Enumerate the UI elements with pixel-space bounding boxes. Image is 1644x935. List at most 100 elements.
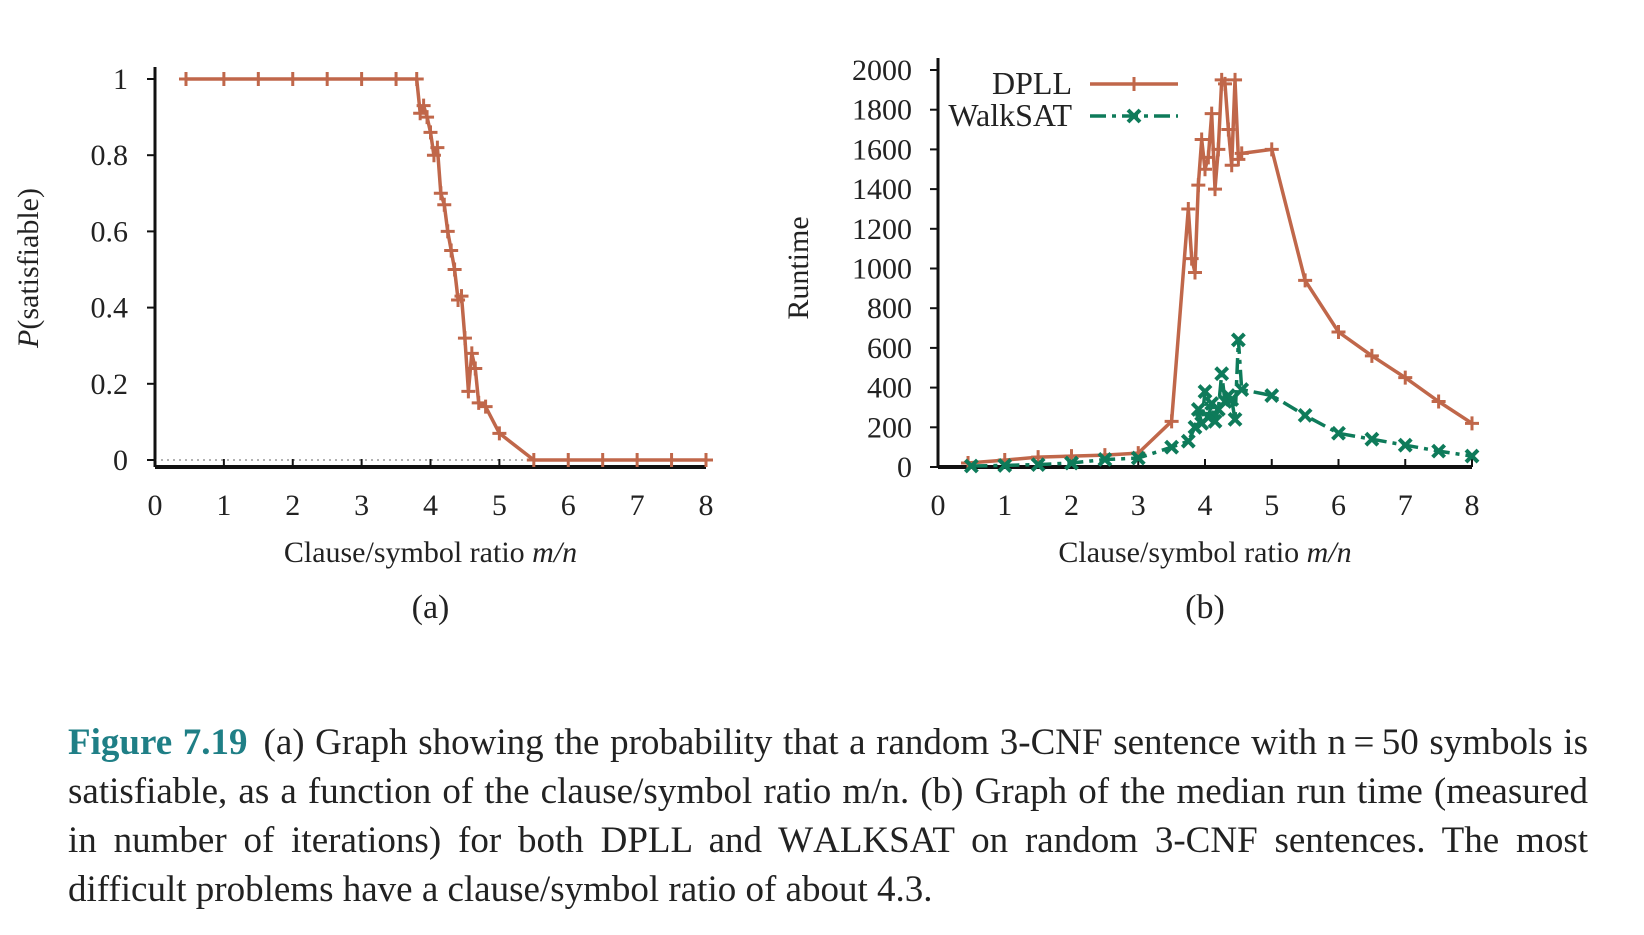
y-tick-label: 0.4	[91, 292, 129, 325]
data-point	[1364, 431, 1380, 447]
legend-label: WalkSAT	[948, 97, 1072, 133]
data-point	[440, 224, 455, 239]
y-tick-label: 1400	[852, 173, 912, 206]
y-tick-label: 1000	[852, 253, 912, 286]
data-point	[1297, 407, 1313, 423]
data-point	[409, 72, 424, 86]
data-point	[1364, 348, 1379, 363]
y-tick-label: 1	[113, 63, 128, 96]
data-point	[1187, 265, 1202, 280]
caption-walksat-sat: SAT	[889, 820, 955, 861]
data-point	[285, 72, 300, 86]
data-point	[420, 110, 435, 125]
figure-caption: Figure 7.19 (a) Graph showing the probabi…	[68, 718, 1588, 914]
data-point	[664, 453, 679, 467]
x-tick-label: 3	[354, 489, 369, 522]
data-point	[447, 262, 462, 277]
data-point	[1201, 150, 1216, 165]
y-tick-label: 800	[867, 292, 912, 325]
x-tick-label: 2	[1064, 489, 1079, 522]
data-point	[1208, 182, 1223, 197]
x-tick-label: 6	[1331, 489, 1346, 522]
series-line	[971, 338, 1473, 468]
data-point	[1126, 108, 1142, 124]
series-walksat	[963, 332, 1480, 474]
x-axis-label: Clause/symbol ratio m/n	[284, 536, 577, 569]
y-tick-label: 0	[897, 451, 912, 484]
data-point	[1397, 437, 1413, 453]
y-axis-label: P(satisfiable)	[12, 188, 45, 349]
data-point	[423, 125, 438, 140]
data-point	[1127, 77, 1141, 91]
data-point	[1464, 448, 1480, 464]
data-point	[1214, 366, 1230, 382]
chart-b-runtime: 0 200 400 600 800 1000 1200 1400 1600 1800 2000 0 1 2…	[782, 54, 1480, 626]
data-point	[1064, 455, 1079, 471]
x-tick-label: 5	[1264, 489, 1279, 522]
data-point	[454, 289, 469, 304]
series-p-satisfiable	[178, 72, 713, 467]
y-tick-label: 400	[867, 372, 912, 405]
data-point	[699, 453, 713, 467]
data-point	[1465, 416, 1479, 431]
data-point	[1230, 332, 1246, 348]
y-axis-label: Runtime	[782, 216, 815, 319]
data-point	[1194, 132, 1209, 147]
data-point	[320, 72, 335, 86]
data-point	[1181, 201, 1196, 216]
x-tick-label: 7	[1398, 489, 1413, 522]
data-point	[1234, 382, 1250, 397]
x-tick-label: 1	[216, 489, 231, 522]
y-tick-label: 0.2	[91, 368, 129, 401]
figure-label: Figure 7.19	[68, 722, 248, 763]
data-point	[630, 453, 645, 467]
x-tick-label: 4	[423, 489, 438, 522]
data-point	[1030, 457, 1046, 473]
x-axis-label: Clause/symbol ratio m/n	[1058, 536, 1351, 569]
data-point	[430, 140, 445, 155]
x-tick-label: 3	[1131, 489, 1146, 522]
x-tick-label: 0	[931, 489, 946, 522]
caption-walksat-alk: ALK	[813, 820, 890, 861]
data-point	[526, 453, 541, 467]
data-point	[1191, 178, 1206, 193]
data-point	[1211, 142, 1226, 157]
data-point	[492, 426, 507, 441]
data-point	[1198, 162, 1212, 177]
x-tick-label: 8	[699, 489, 714, 522]
caption-text-2: on random 3-CNF sentences. The most diff…	[68, 820, 1588, 910]
data-point	[1184, 251, 1199, 266]
y-tick-label: 600	[867, 332, 912, 365]
data-point	[595, 453, 610, 467]
data-point	[1228, 72, 1243, 87]
caption-walksat-w: W	[778, 820, 814, 861]
data-point	[1197, 384, 1213, 399]
data-point	[1097, 452, 1113, 467]
legend-label: DPLL	[992, 65, 1072, 101]
caption-text-1: (a) Graph showing the probability that a…	[68, 722, 1588, 861]
data-point	[437, 197, 452, 212]
data-point	[464, 346, 479, 361]
data-point	[461, 384, 476, 399]
data-point	[251, 72, 266, 86]
chart-a-satisfiability: 0 0.2 0.4 0.6 0.8 1 0 1 2 3 4 5 6 7 8 Clause/symbol rat…	[12, 63, 714, 626]
data-point	[1164, 439, 1180, 455]
data-point	[444, 243, 459, 258]
x-tick-label: 8	[1465, 489, 1480, 522]
data-point	[1234, 146, 1249, 161]
data-point	[1431, 394, 1446, 409]
data-point	[1164, 414, 1179, 429]
y-tick-label: 2000	[852, 54, 912, 87]
series-dpll	[961, 72, 1479, 471]
panel-sublabel: (a)	[412, 589, 450, 626]
data-point	[478, 399, 493, 414]
y-tick-label: 0.6	[91, 215, 129, 248]
data-point	[1130, 450, 1146, 466]
y-tick-label: 1200	[852, 213, 912, 246]
x-tick-label: 0	[148, 489, 163, 522]
series-line	[186, 77, 706, 462]
x-tick-label: 5	[492, 489, 507, 522]
panel-sublabel: (b)	[1185, 589, 1225, 626]
data-point	[1331, 425, 1346, 441]
